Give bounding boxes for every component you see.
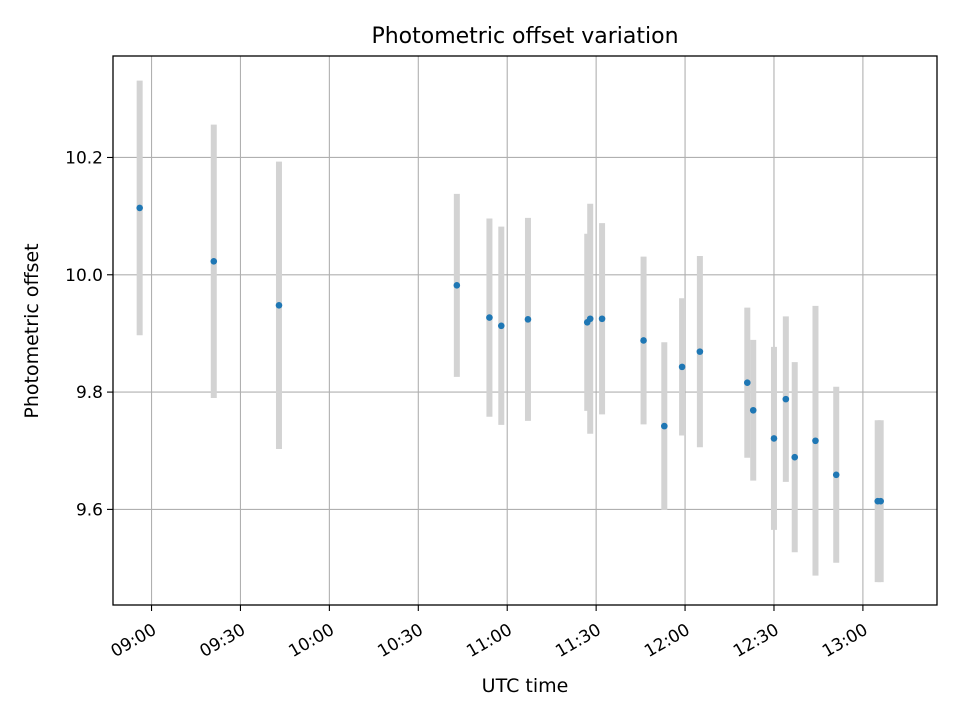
data-points — [136, 204, 884, 505]
chart-title: Photometric offset variation — [371, 24, 678, 49]
x-tick-label: 11:30 — [552, 620, 604, 662]
x-tick-label: 12:00 — [641, 620, 693, 662]
x-tick-label: 12:30 — [730, 620, 782, 662]
y-axis-label: Photometric offset — [21, 243, 43, 418]
data-point — [486, 314, 493, 321]
data-point — [832, 471, 840, 479]
data-point — [782, 395, 790, 403]
data-point — [136, 204, 143, 212]
y-tick-label: 9.8 — [76, 383, 103, 403]
x-tick-label: 09:30 — [197, 620, 249, 662]
y-tick-label: 10.0 — [65, 266, 103, 286]
data-point — [598, 315, 606, 323]
data-point — [696, 348, 704, 355]
data-point — [453, 282, 461, 289]
error-bars — [136, 80, 884, 583]
data-point — [275, 301, 283, 309]
data-point — [661, 422, 668, 430]
x-axis-ticks: 09:00 09:30 10:00 10:30 11:00 11:30 12:00 12:30… — [108, 605, 871, 662]
x-axis-label: UTC time — [482, 675, 569, 697]
y-axis-ticks: 9.6 9.8 10.0 10.2 — [65, 148, 113, 520]
x-tick-label: 13:00 — [819, 620, 871, 662]
data-point — [877, 497, 884, 505]
x-tick-label: 09:00 — [108, 620, 160, 662]
data-point — [791, 453, 799, 461]
plot-frame — [112, 55, 938, 606]
data-point — [497, 322, 505, 330]
data-point — [640, 337, 647, 344]
y-tick-label: 10.2 — [65, 148, 103, 168]
x-tick-label: 10:00 — [285, 620, 337, 662]
data-point — [770, 435, 778, 442]
grid — [113, 56, 937, 605]
data-point — [812, 437, 819, 445]
y-tick-label: 9.6 — [76, 500, 103, 520]
data-point — [749, 406, 757, 414]
data-point — [586, 315, 594, 323]
data-point — [678, 363, 686, 371]
data-point — [524, 316, 532, 323]
data-point — [210, 257, 218, 265]
data-point — [744, 379, 751, 387]
x-tick-label: 10:30 — [374, 620, 426, 662]
x-tick-label: 11:00 — [463, 620, 515, 662]
